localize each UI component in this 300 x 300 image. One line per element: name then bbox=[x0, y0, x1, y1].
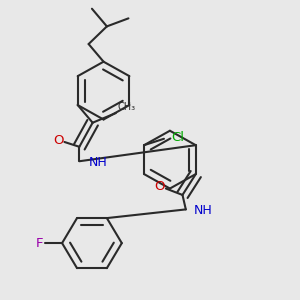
Text: Cl: Cl bbox=[171, 131, 184, 144]
Text: F: F bbox=[36, 237, 43, 250]
Text: NH: NH bbox=[194, 204, 213, 217]
Text: O: O bbox=[53, 134, 64, 147]
Text: CH₃: CH₃ bbox=[118, 102, 136, 112]
Text: O: O bbox=[155, 180, 165, 194]
Text: NH: NH bbox=[88, 156, 107, 169]
